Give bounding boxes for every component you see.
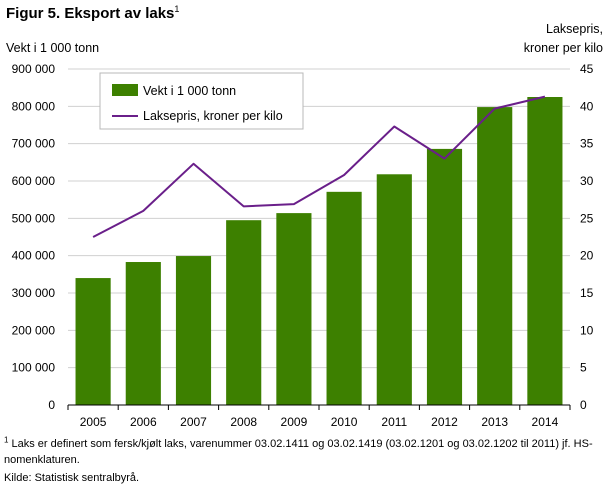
source-note: Kilde: Statistisk sentralbyrå.: [4, 472, 140, 484]
footnote-marker: 1: [4, 435, 9, 445]
y-right-tick-label: 0: [580, 398, 587, 412]
legend-bar-swatch: [112, 84, 138, 96]
y-left-tick-label: 500 000: [12, 211, 56, 225]
y-right-tick-label: 45: [580, 62, 594, 76]
bar-2008: [226, 220, 262, 405]
combo-chart: Vekt i 1 000 tonn Laksepris, kroner per …: [6, 22, 603, 429]
y-left-tick-label: 100 000: [12, 361, 56, 375]
line-series: [92, 95, 546, 238]
y-left-tick-label: 200 000: [12, 323, 56, 337]
x-axis: 2005 2006 2007 2008 2009 2010 2011 2012 2013 2014: [67, 404, 571, 429]
x-tick-label: 2008: [230, 415, 257, 429]
y-right-tick-label: 20: [580, 249, 594, 263]
y-left-tick-label: 700 000: [12, 137, 56, 151]
legend-bar-label: Vekt i 1 000 tonn: [143, 84, 236, 98]
y-right-tick-label: 25: [580, 211, 594, 225]
bar-2011: [376, 174, 412, 405]
x-tick-label: 2006: [130, 415, 157, 429]
y-left-axis-title: Vekt i 1 000 tonn: [6, 41, 99, 55]
x-tick-label: 2013: [481, 415, 508, 429]
y-right-axis-title-line1: Laksepris,: [546, 22, 603, 36]
y-right-tick-label: 15: [580, 286, 594, 300]
y-right-tick-label: 10: [580, 323, 594, 337]
title-footnote-marker: 1: [174, 4, 180, 14]
y-right-tick-label: 30: [580, 174, 594, 188]
y-left-tick-label: 400 000: [12, 249, 56, 263]
footnote: 1 Laks er definert som fersk/kjølt laks,…: [4, 436, 608, 468]
x-tick-label: 2012: [431, 415, 458, 429]
y-left-tick-label: 0: [48, 398, 55, 412]
y-right-tick-label: 35: [580, 137, 594, 151]
price-line: [92, 95, 546, 238]
bar-2014: [527, 97, 563, 405]
bar-2009: [276, 213, 312, 405]
bar-2012: [426, 148, 463, 406]
y-left-tick-label: 600 000: [12, 174, 56, 188]
x-tick-label: 2010: [331, 415, 358, 429]
bar-2005: [75, 278, 111, 405]
bar-2010: [326, 191, 362, 405]
y-right-tick-label: 40: [580, 99, 594, 113]
chart-title-text: Figur 5. Eksport av laks: [6, 5, 175, 22]
y-right-axis-title-line2: kroner per kilo: [524, 41, 603, 55]
x-tick-label: 2005: [80, 415, 107, 429]
legend: Vekt i 1 000 tonn Laksepris, kroner per …: [99, 72, 304, 130]
bar-series: [75, 97, 563, 406]
y-left-tick-labels: 0 100 000 200 000 300 000 400 000 500 000 600 …: [12, 62, 56, 412]
bar-2013: [477, 107, 513, 405]
y-left-tick-label: 800 000: [12, 99, 56, 113]
legend-line-label: Laksepris, kroner per kilo: [143, 109, 283, 123]
bar-2006: [125, 262, 161, 405]
x-tick-label: 2011: [381, 415, 407, 429]
y-left-tick-label: 300 000: [12, 286, 56, 300]
x-tick-label: 2014: [532, 415, 559, 429]
y-right-tick-labels: 0 5 10 15 20 25 30 35 40 45: [580, 62, 594, 412]
chart-title: Figur 5. Eksport av laks1: [6, 4, 180, 23]
footnote-text: Laks er definert som fersk/kjølt laks, v…: [4, 438, 593, 466]
y-left-tick-label: 900 000: [12, 62, 56, 76]
y-right-tick-label: 5: [580, 361, 587, 375]
legend-box: [99, 72, 304, 130]
x-tick-label: 2009: [281, 415, 308, 429]
bar-2007: [175, 256, 212, 405]
x-tick-label: 2007: [180, 415, 207, 429]
